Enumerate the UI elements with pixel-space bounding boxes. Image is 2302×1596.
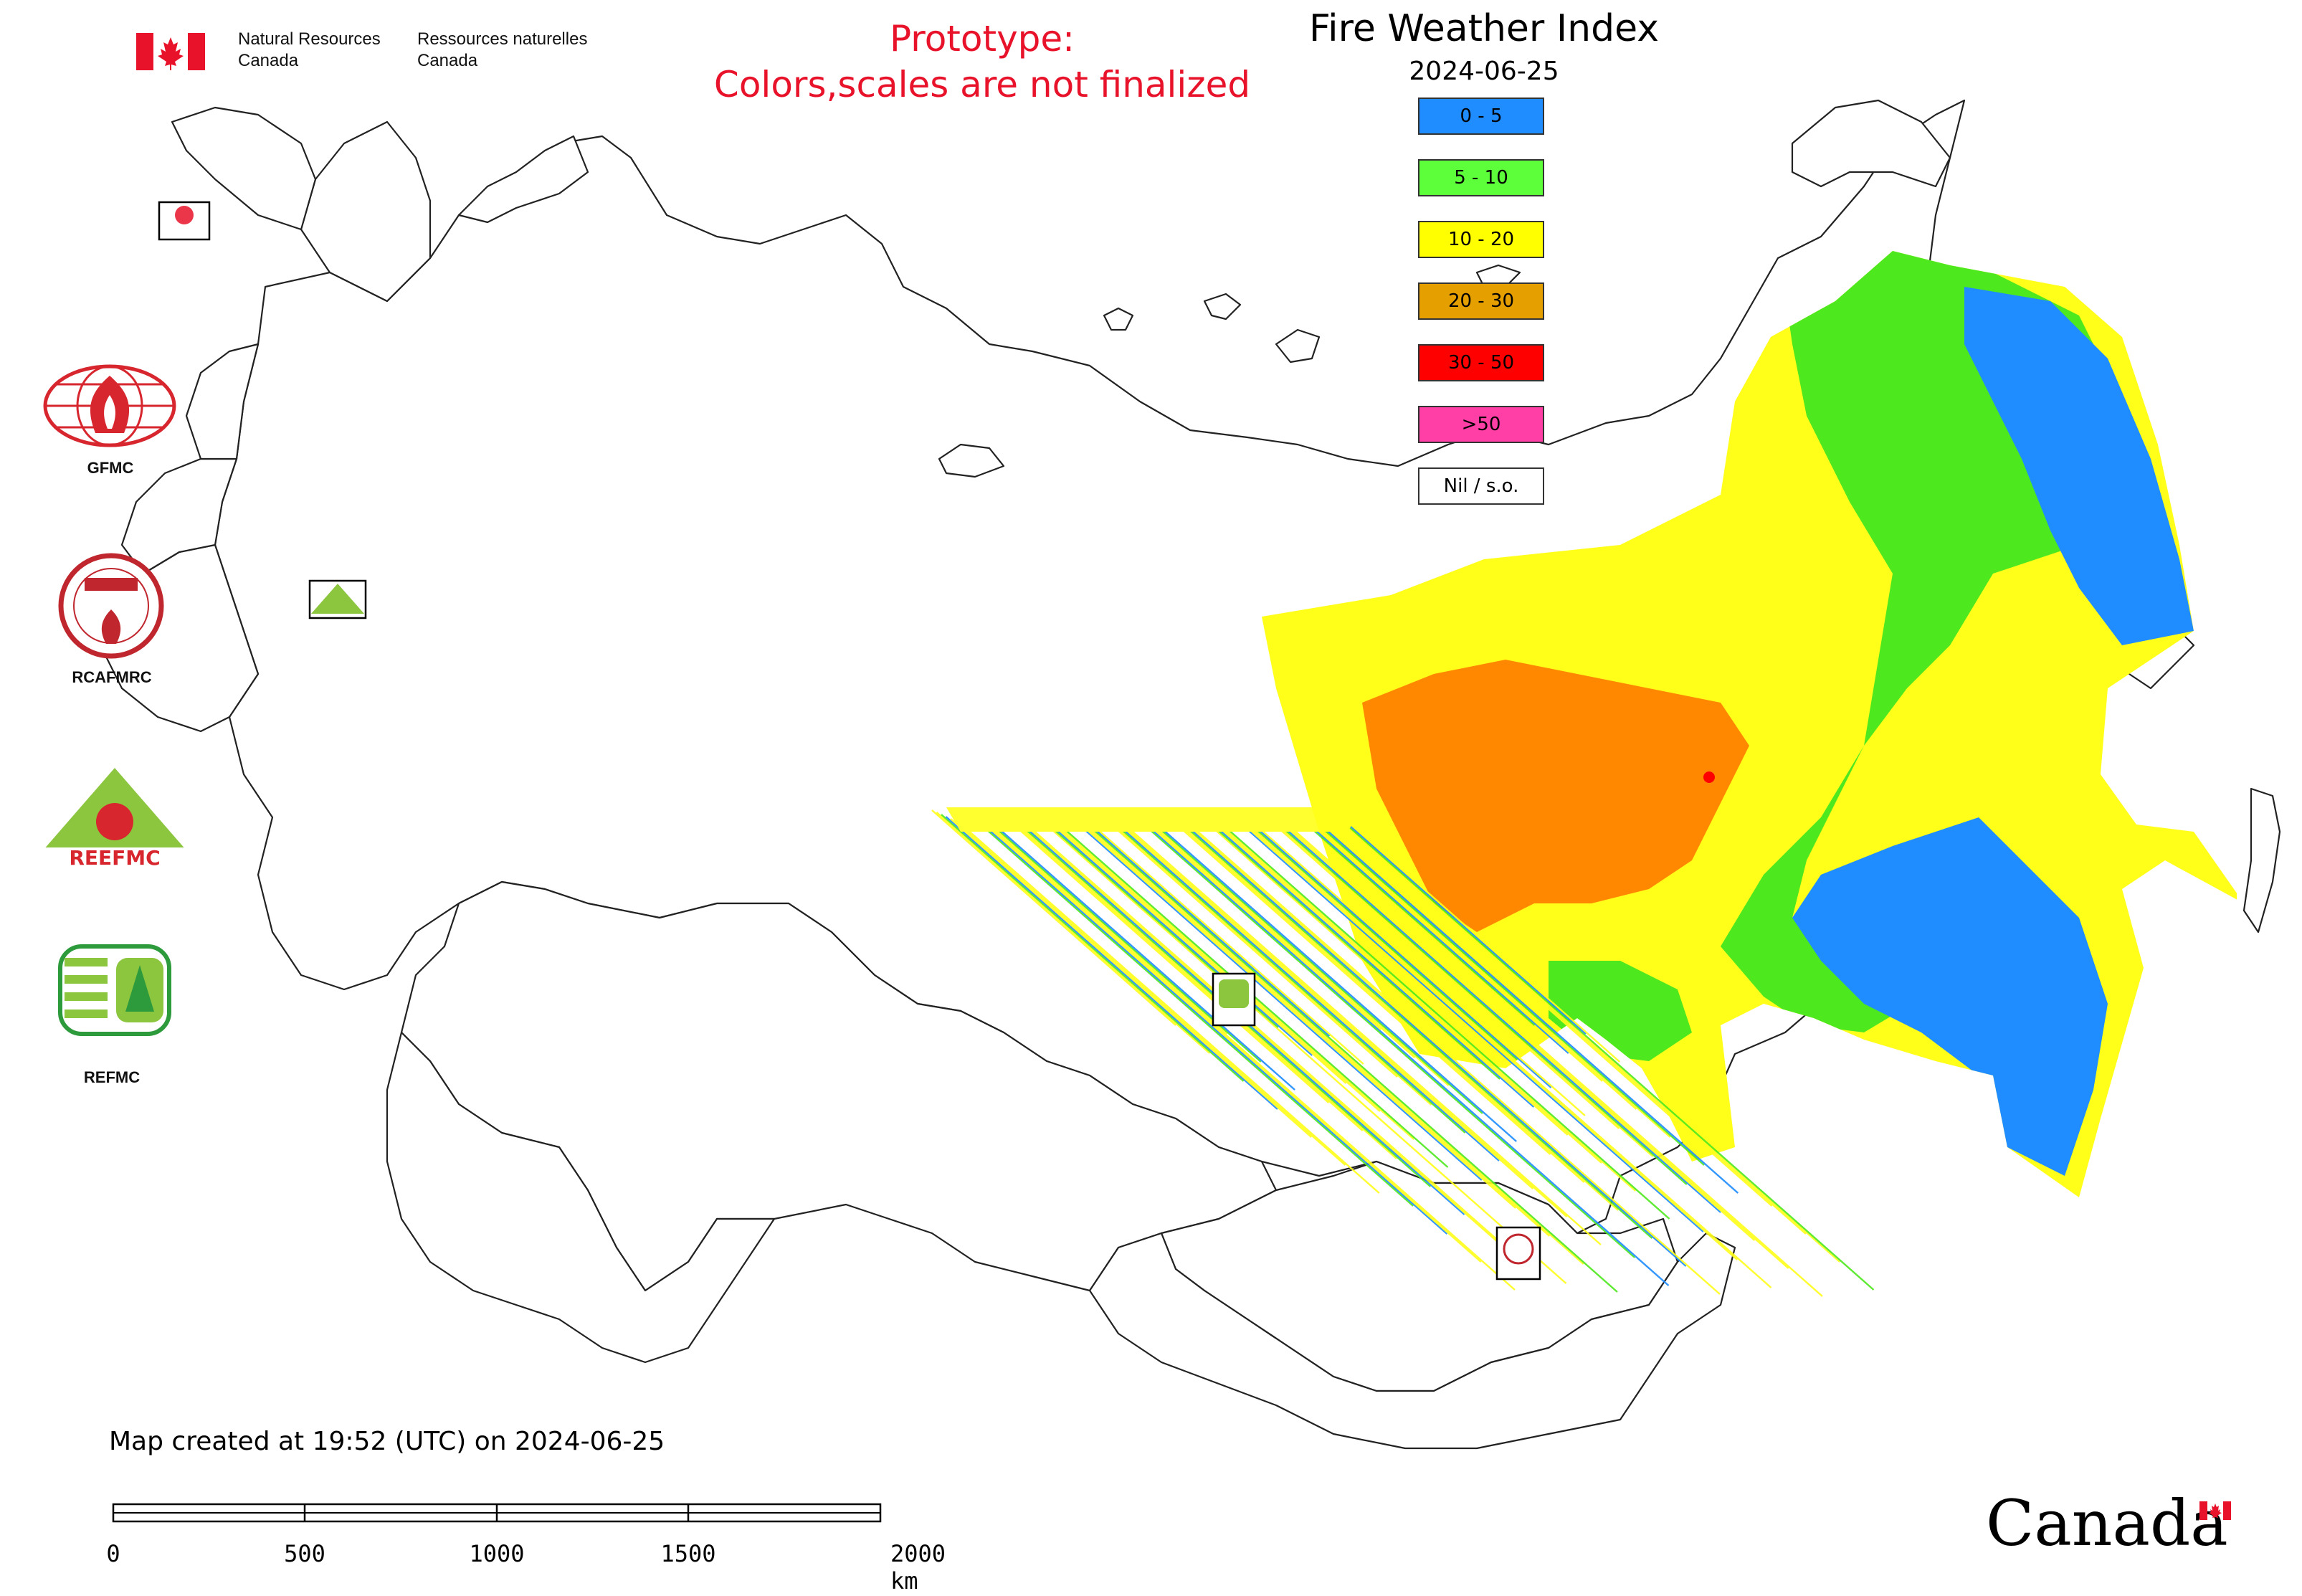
central-asia-outline: [386, 1031, 776, 1364]
scale-bar-graphic: [112, 1503, 882, 1523]
china-outline: [1088, 1232, 1736, 1450]
rcafmrc-logo-icon: [58, 553, 164, 659]
arctic-island-a: [1103, 307, 1134, 331]
prototype-warning: Prototype: Colors,scales are not finaliz…: [645, 16, 1319, 108]
novaya-zemlya-outline: [457, 135, 589, 224]
canada-flag-icon: [136, 33, 205, 70]
government-signature: Natural Resources Canada Ressources natu…: [136, 29, 624, 79]
map-title: Fire Weather Index: [1309, 7, 1659, 50]
baltics-outline: [185, 343, 260, 460]
fwi-class-0-5-southeast: [1792, 817, 2108, 1176]
wordmark-flag-icon: [2199, 1501, 2231, 1520]
map-date: 2024-06-25: [1409, 57, 1559, 86]
map-logo-markers: [158, 201, 1541, 1281]
fwi-class-30-50: [1703, 771, 1715, 783]
map-created-timestamp: Map created at 19:52 (UTC) on 2024-06-25: [109, 1427, 665, 1456]
legend-item: 30 - 50: [1418, 344, 1544, 381]
new-siberian-islands-outline: [1275, 328, 1321, 364]
fwi-class-20-30: [1362, 660, 1749, 932]
legend-item: >50: [1418, 406, 1544, 443]
legend-item: 10 - 20: [1418, 221, 1544, 258]
japan-outline: [2242, 787, 2281, 934]
scale-bar-label: 1000: [469, 1540, 525, 1567]
canada-wordmark-text: Canada: [1986, 1486, 2228, 1560]
prototype-warning-line2: Colors,scales are not finalized: [713, 64, 1251, 105]
legend-item: 0 - 5: [1418, 98, 1544, 135]
refmc-logo-label: REFMC: [83, 1068, 141, 1086]
prototype-warning-line1: Prototype:: [889, 18, 1075, 60]
finland-outline: [300, 120, 432, 303]
scandinavia-outline: [171, 106, 317, 231]
scale-bar-label: 1500: [660, 1540, 716, 1567]
severnaya-zemlya-outline: [938, 443, 1005, 478]
alaska-outline: [1791, 99, 1951, 188]
legend-item: Nil / s.o.: [1418, 467, 1544, 505]
department-name-french: Ressources naturelles Canada: [417, 29, 588, 70]
rcafmrc-logo-label: RCAFMRC: [72, 668, 152, 686]
refmc-logo-icon: [58, 944, 171, 1036]
canada-wordmark: Canada: [1986, 1484, 2231, 1563]
legend-item: 5 - 10: [1418, 159, 1544, 196]
gfmc-logo-icon: [43, 364, 176, 447]
fwi-class-0-5-northeast: [1964, 287, 2194, 645]
arctic-island-b: [1203, 293, 1242, 320]
reefmc-logo-icon: REEFMC: [40, 768, 189, 870]
gfmc-logo-label: GFMC: [87, 459, 134, 477]
legend-item: 20 - 30: [1418, 282, 1544, 320]
svg-text:REEFMC: REEFMC: [69, 846, 160, 870]
department-name-english: Natural Resources Canada: [238, 29, 381, 70]
scale-bar-label: 500: [284, 1540, 325, 1567]
scale-bar: 0 500 1000 1500 2000 km: [100, 1498, 989, 1595]
fwi-streak-artifacts: [931, 807, 1875, 1297]
scale-bar-label: 2000 km: [890, 1540, 946, 1595]
scale-bar-label: 0: [106, 1540, 120, 1567]
